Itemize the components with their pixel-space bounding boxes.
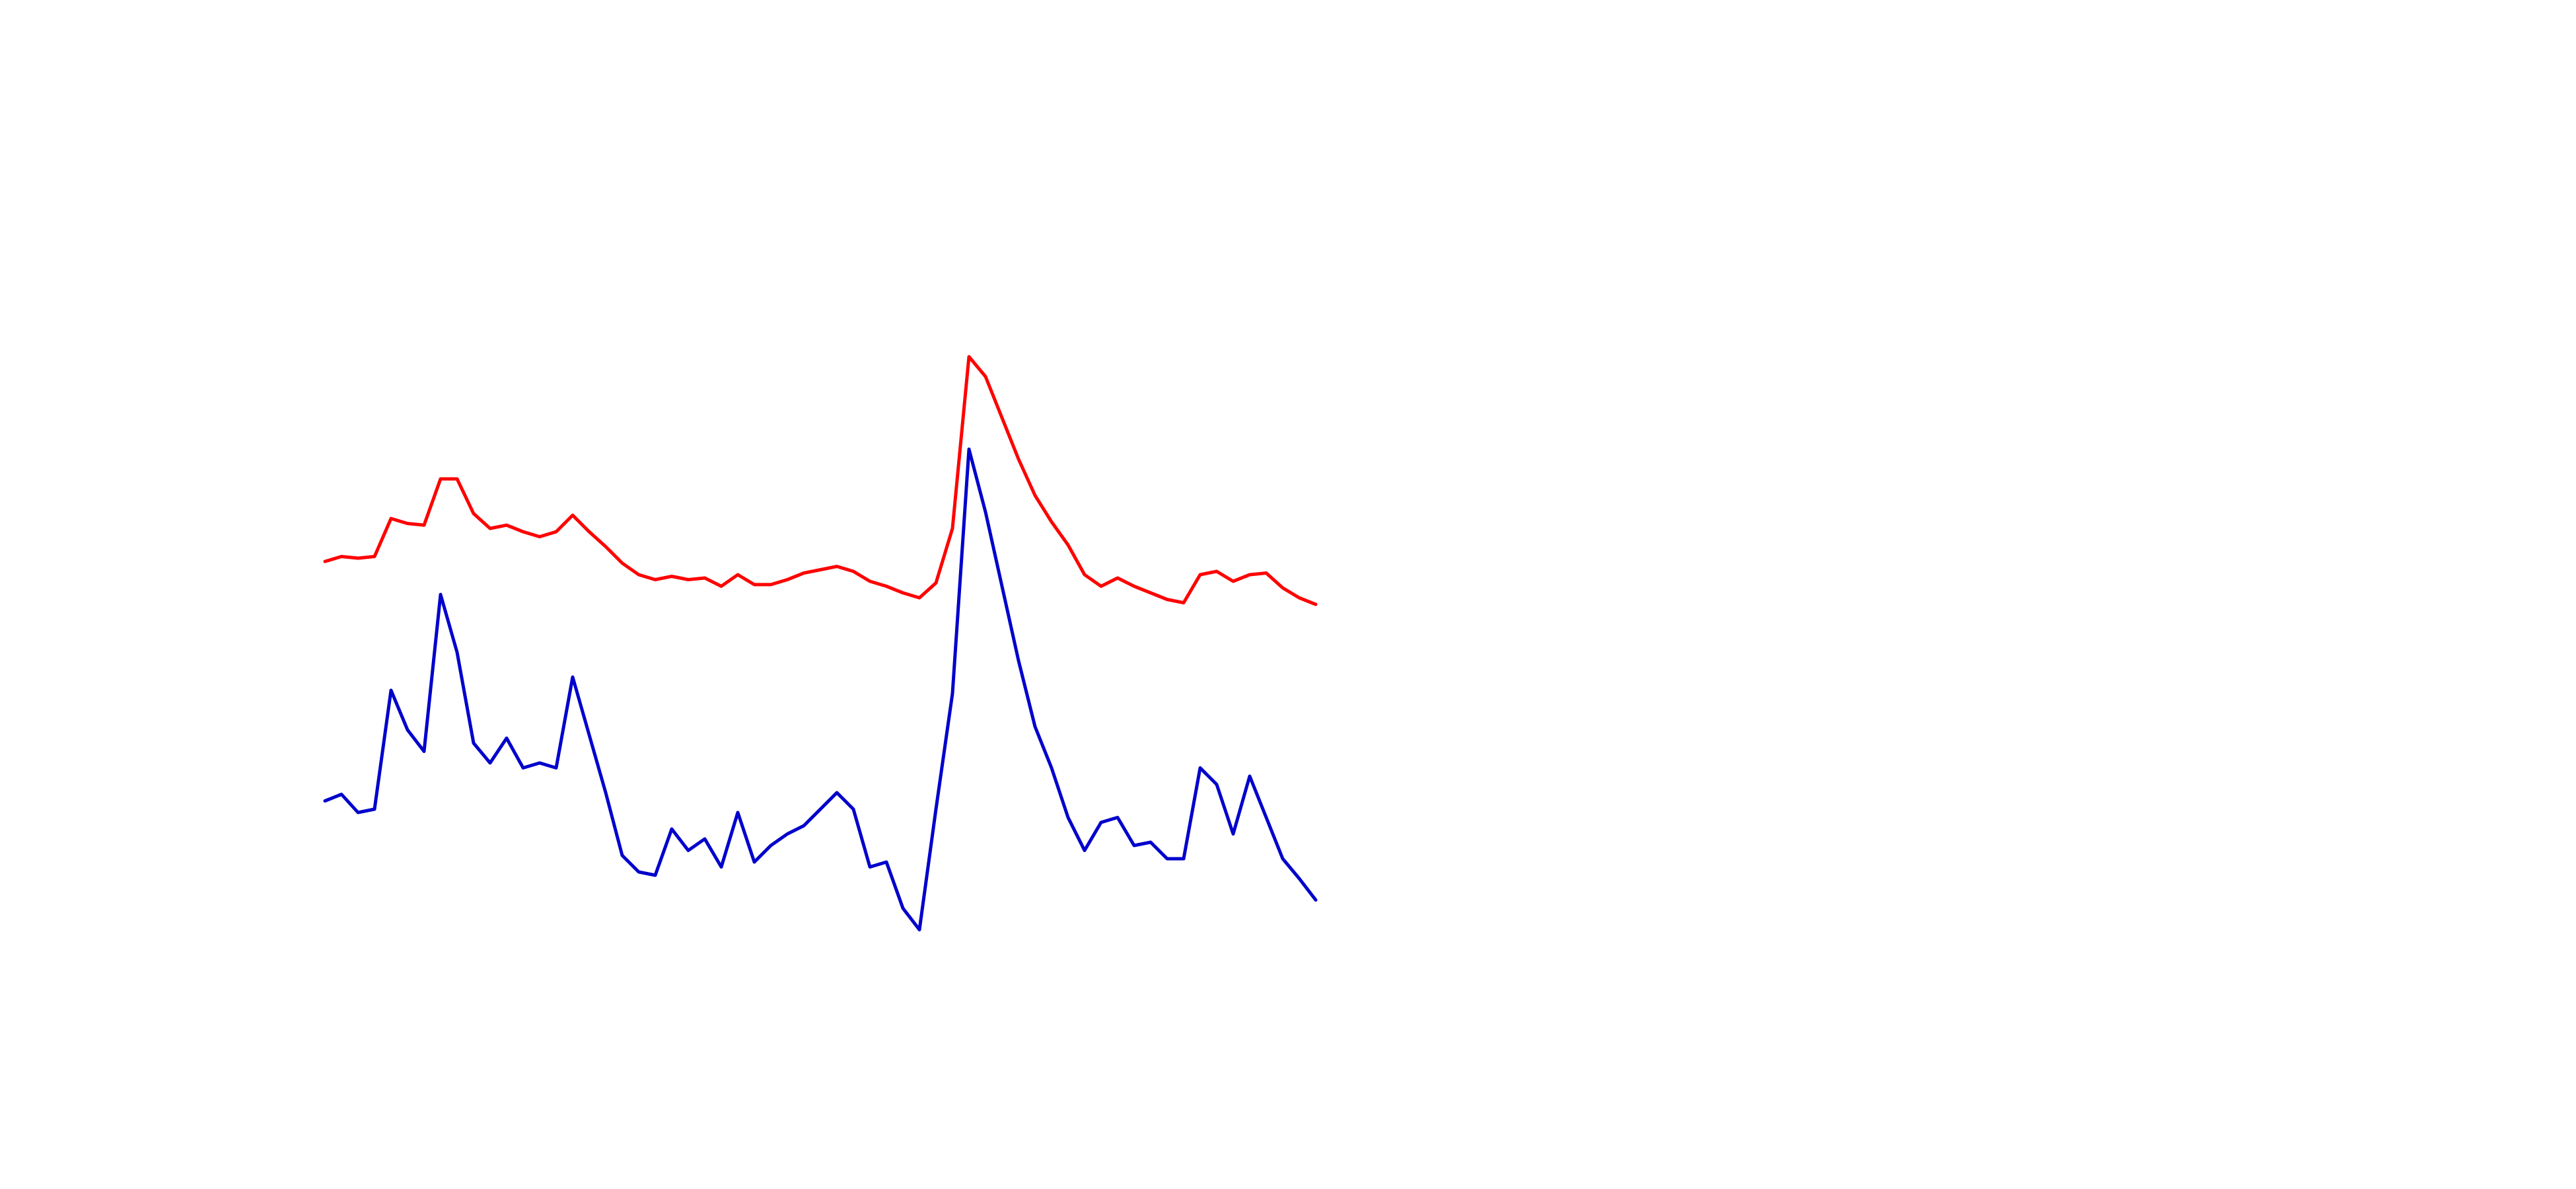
line-series: [323, 355, 1318, 606]
line-series: [323, 447, 1318, 931]
